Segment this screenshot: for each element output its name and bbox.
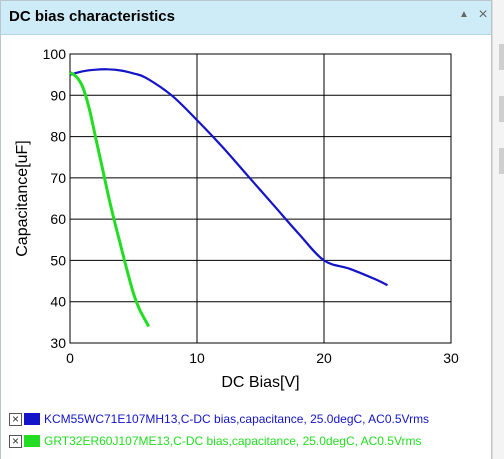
legend-label: GRT32ER60J107ME13,C-DC bias,capacitance,… [44,434,422,448]
legend-swatch [24,413,40,425]
chart-series [69,68,388,328]
gutter-marker [499,96,504,122]
right-scroll-gutter [492,0,504,459]
y-tick-label: 50 [50,252,66,268]
gutter-marker [499,148,504,174]
y-tick-label: 40 [50,294,66,310]
y-axis-title: Capacitance[uF] [14,140,31,257]
y-tick-label: 70 [50,170,66,186]
dc-bias-chart: 30 40 50 60 70 80 90 100 0 10 20 30 DC Bias[V] Capa… [14,46,459,391]
gutter-marker [499,44,504,70]
legend-swatch [24,435,40,447]
chart-ticks: 30 40 50 60 70 80 90 100 0 10 20 30 [43,46,459,366]
y-tick-label: 30 [50,335,66,351]
legend-toggle-checkbox[interactable]: × [9,434,22,448]
y-tick-label: 90 [50,87,66,103]
y-tick-label: 60 [50,211,66,227]
legend-item-1[interactable]: × GRT32ER60J107ME13,C-DC bias,capacitanc… [9,431,429,451]
chart-grid [69,53,452,344]
panel-titlebar: DC bias characteristics ▲ × [1,1,491,35]
panel-title: DC bias characteristics [9,8,175,25]
plot-area [69,53,452,344]
series-line-0 [69,68,388,287]
series-line-1 [69,71,151,328]
x-tick-label: 30 [443,350,459,366]
x-tick-label: 0 [66,350,74,366]
chevron-up-icon[interactable]: ▲ [459,9,469,20]
legend-label: KCM55WC71E107MH13,C-DC bias,capacitance,… [44,412,430,426]
y-tick-label: 80 [50,129,66,145]
x-axis-title: DC Bias[V] [221,374,299,391]
y-tick-label: 100 [43,46,67,62]
x-tick-label: 10 [189,350,205,366]
dc-bias-panel: DC bias characteristics ▲ × 30 40 50 60 70 80… [0,0,492,459]
legend-item-0[interactable]: × KCM55WC71E107MH13,C-DC bias,capacitanc… [9,409,429,429]
legend-toggle-checkbox[interactable]: × [9,412,22,426]
close-icon[interactable]: × [478,6,488,23]
x-tick-label: 20 [316,350,332,366]
chart-legend: × KCM55WC71E107MH13,C-DC bias,capacitanc… [9,409,429,453]
